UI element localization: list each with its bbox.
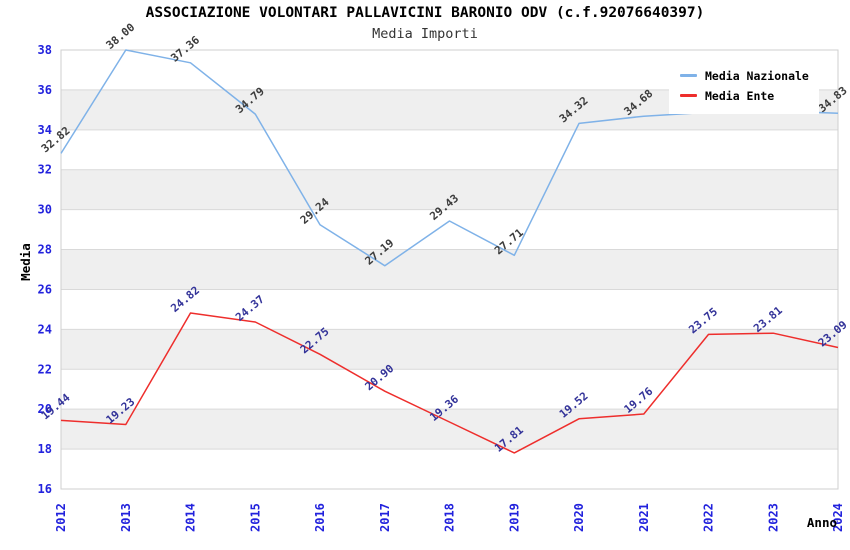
plot-band <box>61 409 838 450</box>
y-tick-label: 22 <box>38 362 52 376</box>
chart-subtitle: Media Importi <box>372 26 478 42</box>
x-tick-label: 2021 <box>637 503 651 532</box>
legend-label-nazionale: Media Nazionale <box>705 68 809 83</box>
x-tick-label: 2015 <box>248 503 262 532</box>
y-tick-label: 16 <box>38 482 52 496</box>
x-tick-label: 2017 <box>378 503 392 532</box>
y-tick-label: 28 <box>38 243 52 257</box>
plot-band <box>61 289 838 330</box>
legend-line-swatch-nazionale <box>680 74 697 77</box>
chart-title: ASSOCIAZIONE VOLONTARI PALLAVICINI BARON… <box>145 5 705 21</box>
y-tick-label: 20 <box>38 402 52 416</box>
y-tick-label: 32 <box>38 163 52 177</box>
y-tick-label: 24 <box>38 322 52 336</box>
x-tick-label: 2014 <box>184 503 198 532</box>
plot-band <box>61 369 838 410</box>
x-tick-label: 2024 <box>831 503 845 532</box>
x-tick-label: 2020 <box>572 503 586 532</box>
legend: Media Nazionale Media Ente <box>669 57 819 114</box>
legend-item-media-nazionale: Media Nazionale <box>680 66 809 85</box>
plot-band <box>61 449 838 489</box>
x-tick-label: 2016 <box>313 503 327 532</box>
legend-item-media-ente: Media Ente <box>680 86 809 105</box>
y-axis-title: Media <box>18 243 33 281</box>
y-tick-label: 36 <box>38 83 52 97</box>
series-line-media-ente <box>60 312 839 454</box>
plot-band <box>61 329 838 370</box>
y-tick-label: 18 <box>38 442 52 456</box>
x-tick-label: 2023 <box>766 503 780 532</box>
plot-frame <box>60 49 839 490</box>
x-tick-label: 2018 <box>443 503 457 532</box>
legend-label-ente: Media Ente <box>705 88 775 103</box>
plot-band <box>61 169 838 210</box>
plot-band <box>61 129 838 170</box>
x-tick-label: 2022 <box>702 503 716 532</box>
y-tick-label: 34 <box>38 123 52 137</box>
x-tick-label: 2012 <box>54 503 68 532</box>
x-tick-label: 2013 <box>119 503 133 532</box>
y-tick-label: 38 <box>38 43 52 57</box>
plot-band <box>61 209 838 250</box>
plot-band <box>61 249 838 290</box>
y-tick-label: 26 <box>38 282 52 296</box>
x-tick-label: 2019 <box>507 503 521 532</box>
x-axis-title: Anno <box>807 515 837 530</box>
y-tick-label: 30 <box>38 203 52 217</box>
legend-line-swatch-ente <box>680 94 697 97</box>
